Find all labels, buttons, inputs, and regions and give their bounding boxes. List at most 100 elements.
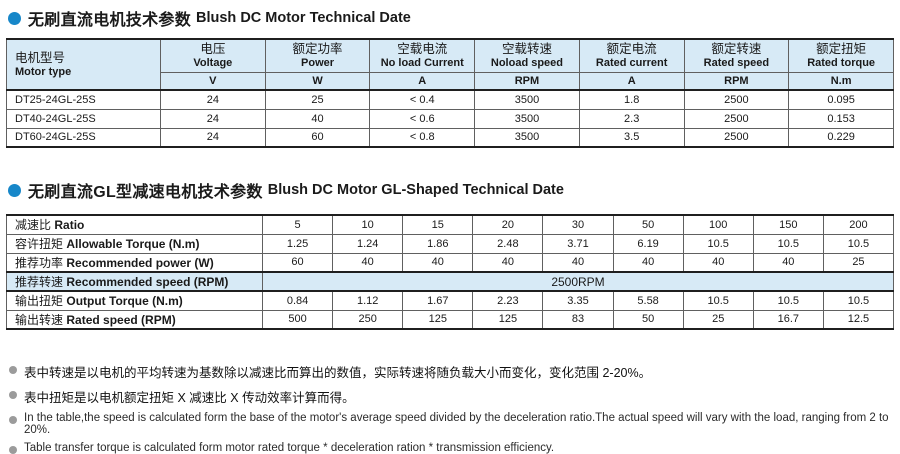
value-cell: 24 xyxy=(160,127,266,148)
header-en: No load Current xyxy=(380,57,464,70)
value-cell: 1.67 xyxy=(402,290,474,311)
unit-cell: V xyxy=(160,71,266,91)
value-cell: 40 xyxy=(612,252,684,273)
header-zh: 额定电流 xyxy=(606,42,657,57)
value-cell: 24 xyxy=(160,89,266,110)
header-zh: 空载转速 xyxy=(501,42,552,57)
table-row: 输出扭矩 Output Torque (N.m) 0.84 1.12 1.67 … xyxy=(6,290,895,311)
row-label-zh: 推荐功率 xyxy=(15,255,64,270)
unit-cell: A xyxy=(369,71,476,91)
row-label-en: Rated speed (RPM) xyxy=(66,312,176,327)
value-cell: 15 xyxy=(402,214,474,235)
value-cell: 40 xyxy=(402,252,474,273)
header-zh: 电压 xyxy=(200,42,226,57)
model-cell: DT40-24GL-25S xyxy=(6,108,161,129)
table-row: DT40-24GL-25S 24 40 < 0.6 3500 2.3 2500 … xyxy=(6,108,894,129)
value-cell: 0.229 xyxy=(788,127,894,148)
unit-cell: RPM xyxy=(683,71,790,91)
row-label-en: Ratio xyxy=(54,218,85,233)
footnote: Table transfer torque is calculated form… xyxy=(9,442,894,454)
value-cell: 50 xyxy=(612,309,684,330)
header-en: Rated current xyxy=(595,57,668,70)
value-cell: 125 xyxy=(472,309,544,330)
row-label-zh: 输出扭矩 xyxy=(15,294,64,309)
header-en: Noload speed xyxy=(490,57,564,70)
value-cell: 30 xyxy=(542,214,614,235)
value-cell: 16.7 xyxy=(752,309,824,330)
value-cell: 1.25 xyxy=(261,233,334,254)
value-cell: 10.5 xyxy=(682,233,754,254)
table-row: DT60-24GL-25S 24 60 < 0.8 3500 3.5 2500 … xyxy=(6,127,894,148)
row-label-zh: 容许扭矩 xyxy=(15,237,64,251)
value-cell: 20 xyxy=(472,214,544,235)
header-en: Motor type xyxy=(15,66,72,78)
value-cell: 200 xyxy=(822,214,895,235)
section1-title-en: Blush DC Motor Technical Date xyxy=(196,10,411,26)
highlighted-row: 推荐转速 Recommended speed (RPM) 2500RPM xyxy=(6,271,894,292)
value-cell: 24 xyxy=(160,108,266,129)
value-cell: 0.153 xyxy=(788,108,894,129)
footnote: In the table,the speed is calculated for… xyxy=(9,412,894,436)
column-header: 空载电流 No load Current xyxy=(369,38,476,73)
value-cell: 50 xyxy=(612,214,684,235)
value-cell: 40 xyxy=(752,252,824,273)
value-cell: 3.5 xyxy=(578,127,685,148)
value-cell: 1.8 xyxy=(578,89,685,110)
unit-cell: W xyxy=(264,71,371,91)
header-zh: 空载电流 xyxy=(397,42,448,57)
row-label-zh: 减速比 xyxy=(15,218,52,233)
value-cell: < 0.8 xyxy=(369,127,476,148)
section2-title: 无刷直流GL型减速电机技术参数 Blush DC Motor GL-Shaped… xyxy=(8,180,894,201)
unit-cell: RPM xyxy=(474,71,580,91)
footnote: 表中扭矩是以电机额定扭矩 X 减速比 X 传动效率计算而得。 xyxy=(9,387,894,406)
value-cell: 5 xyxy=(261,214,334,235)
header-zh: 额定扭矩 xyxy=(816,42,867,57)
row-label-en: Recommended speed (RPM) xyxy=(66,275,229,289)
value-cell: 60 xyxy=(264,127,371,148)
footnote-text: In the table,the speed is calculated for… xyxy=(24,412,889,436)
unit-cell: N.m xyxy=(788,71,894,91)
table1-unit-row: V W A RPM A RPM N.m xyxy=(7,71,894,91)
value-cell: 1.12 xyxy=(332,290,404,311)
value-cell: 10.5 xyxy=(752,290,824,311)
value-cell: 3500 xyxy=(474,127,580,148)
header-zh: 额定转速 xyxy=(711,42,762,57)
row-label-zh: 输出转速 xyxy=(15,312,64,327)
footnote-text: 表中扭矩是以电机额定扭矩 X 减速比 X 传动效率计算而得。 xyxy=(24,391,355,405)
value-cell: 125 xyxy=(402,309,474,330)
value-cell: 1.86 xyxy=(402,233,474,254)
column-header: 额定转速 Rated speed xyxy=(683,38,790,73)
value-cell: 2500 xyxy=(683,108,790,129)
value-cell: 1.24 xyxy=(332,233,404,254)
value-cell: 40 xyxy=(472,252,544,273)
table1-header-row: 电机型号 Motor type 电压 Voltage 额定功率 Power 空载… xyxy=(6,38,894,91)
value-cell: 250 xyxy=(332,309,404,330)
footnotes: 表中转速是以电机的平均转速为基数除以减速比而算出的数值，实际转速将随负载大小而变… xyxy=(9,362,894,454)
blue-bullet-icon xyxy=(8,11,21,25)
gear-motor-table: 减速比 Ratio 5 10 15 20 30 50 100 150 200 容… xyxy=(6,214,895,330)
gray-bullet-icon xyxy=(9,366,17,374)
blue-bullet-icon xyxy=(8,183,21,197)
value-cell: 2500 xyxy=(683,127,790,148)
value-cell: 10.5 xyxy=(752,233,824,254)
table-row: 推荐功率 Recommended power (W) 60 40 40 40 4… xyxy=(6,252,895,273)
section2-title-en: Blush DC Motor GL-Shaped Technical Date xyxy=(267,182,564,198)
value-cell: 2.3 xyxy=(578,108,685,129)
row-label: 输出转速 Rated speed (RPM) xyxy=(6,309,263,330)
value-cell: 10.5 xyxy=(822,233,895,254)
value-cell: 3500 xyxy=(474,108,580,129)
value-cell: 25 xyxy=(822,252,895,273)
row-label: 推荐转速 Recommended speed (RPM) xyxy=(6,271,263,292)
value-cell: 0.84 xyxy=(261,290,334,311)
unit-cell: A xyxy=(578,71,685,91)
table-row: DT25-24GL-25S 24 25 < 0.4 3500 1.8 2500 … xyxy=(6,89,894,110)
value-cell: 83 xyxy=(542,309,614,330)
value-cell: 25 xyxy=(682,309,754,330)
value-cell: 500 xyxy=(261,309,334,330)
model-cell: DT60-24GL-25S xyxy=(6,127,161,148)
row-label-en: Recommended power (W) xyxy=(66,255,214,270)
value-cell: 2.23 xyxy=(472,290,544,311)
row-label: 推荐功率 Recommended power (W) xyxy=(6,252,263,273)
value-cell: 40 xyxy=(542,252,614,273)
